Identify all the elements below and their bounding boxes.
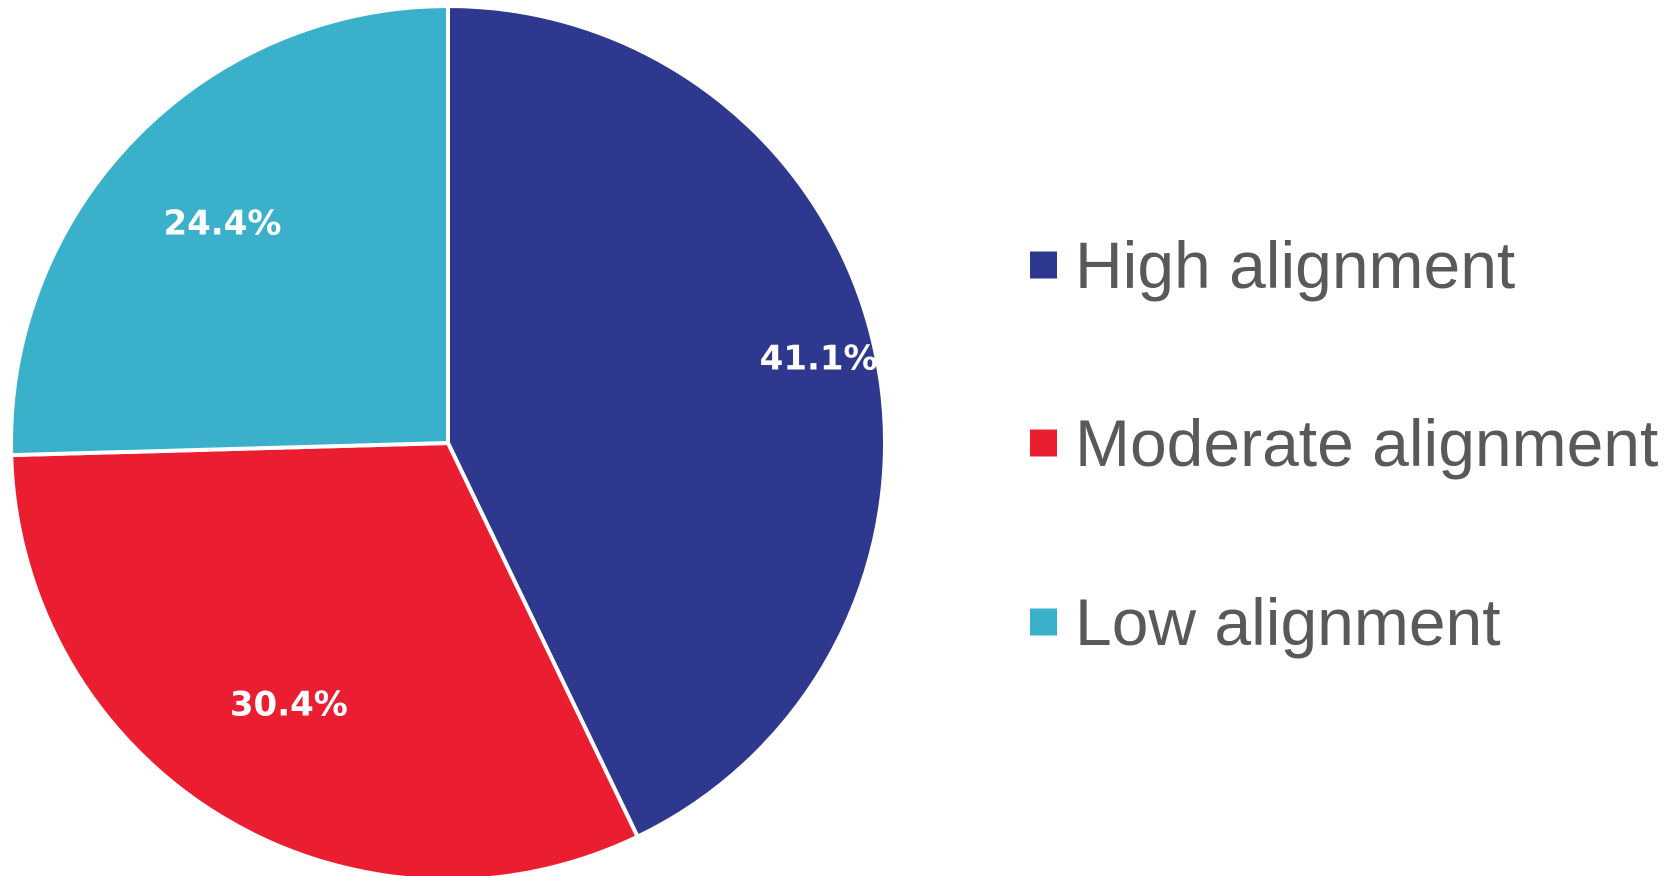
pie-slice-moderate-alignment xyxy=(9,441,640,876)
data-label-moderate-alignment: 30.4% xyxy=(230,684,348,724)
pie-slice-low-alignment xyxy=(9,4,450,458)
data-labels-group: 41.1% 30.4% 24.4% xyxy=(163,204,877,725)
data-label-low-alignment: 24.4% xyxy=(163,204,281,244)
legend-item-moderate-alignment: Moderate alignment xyxy=(1030,406,1658,480)
slices-group xyxy=(9,4,887,876)
legend-swatch-moderate-alignment xyxy=(1030,429,1057,457)
legend: High alignment Moderate alignment Low alig… xyxy=(1030,228,1658,659)
data-label-high-alignment: 41.1% xyxy=(760,338,878,378)
legend-item-high-alignment: High alignment xyxy=(1030,228,1515,302)
legend-label-moderate-alignment: Moderate alignment xyxy=(1075,406,1658,480)
pie-slice-high-alignment xyxy=(446,4,887,839)
legend-swatch-low-alignment xyxy=(1030,608,1057,636)
legend-label-low-alignment: Low alignment xyxy=(1075,585,1501,659)
legend-swatch-high-alignment xyxy=(1030,251,1057,279)
legend-item-low-alignment: Low alignment xyxy=(1030,585,1501,659)
legend-label-high-alignment: High alignment xyxy=(1075,228,1515,302)
